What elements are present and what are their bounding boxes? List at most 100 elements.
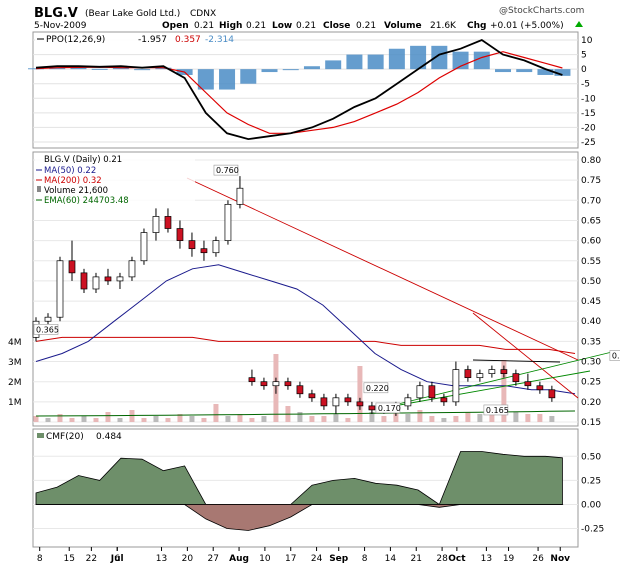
volume-y-tick: 3M xyxy=(8,358,22,368)
volume-bar xyxy=(57,414,63,422)
candle-body xyxy=(176,228,184,241)
ppo-y-tick: 5 xyxy=(581,51,587,61)
ppo-signal-line xyxy=(35,51,563,134)
volume-bar xyxy=(381,416,387,422)
candle-body xyxy=(476,373,484,379)
ppo-histogram-bar xyxy=(282,69,299,71)
volume-bar xyxy=(501,360,507,422)
candle-body xyxy=(416,385,424,399)
price-y-tick: 0.65 xyxy=(581,216,601,226)
candle-body xyxy=(536,385,544,391)
candle-body xyxy=(524,381,532,387)
open-label: Open xyxy=(162,21,189,31)
ma50-line xyxy=(35,264,576,395)
candle-body xyxy=(188,240,196,250)
candle-body xyxy=(140,232,148,262)
candle-body xyxy=(440,397,448,403)
cmf-y-tick: 0.25 xyxy=(581,476,601,486)
volume-bar xyxy=(213,404,219,422)
x-tick-label: 20 xyxy=(182,554,194,564)
chg-label: Chg xyxy=(467,21,486,31)
volume-bar xyxy=(333,414,339,422)
candle-body xyxy=(152,216,160,233)
ppo-y-tick: -10 xyxy=(581,94,596,104)
candle-body xyxy=(212,240,220,254)
x-tick-label: 26 xyxy=(532,554,544,564)
price-y-tick: 0.15 xyxy=(581,418,601,428)
volume-bar xyxy=(153,416,159,422)
up-arrow-icon xyxy=(575,21,583,27)
ma200-line xyxy=(35,336,576,354)
ppo-y-tick: -20 xyxy=(581,123,596,133)
high-label: High xyxy=(219,21,242,31)
x-tick-label: 6 xyxy=(114,554,120,564)
candle-body xyxy=(236,187,244,205)
price-annotation-box xyxy=(33,324,59,335)
x-tick-label: 19 xyxy=(503,554,515,564)
x-tick-label: 28 xyxy=(436,554,448,564)
ppo-histogram-bar xyxy=(325,60,342,70)
x-tick-label: 24 xyxy=(311,554,323,564)
volume-bar xyxy=(453,416,459,422)
volume-bar xyxy=(345,418,351,422)
ppo-histogram-bar xyxy=(112,67,129,70)
price-y-tick: 0.55 xyxy=(581,257,601,267)
volume-bar xyxy=(549,416,555,422)
quote-date: 5-Nov-2009 xyxy=(34,21,87,31)
volume-bar xyxy=(417,410,423,422)
exchange-label: CDNX xyxy=(190,9,216,19)
x-tick-label: Oct xyxy=(448,554,466,564)
candle-body xyxy=(512,373,520,383)
ema60-legend: EMA(60) 244703.48 xyxy=(44,196,129,206)
volume-value: 21.6K xyxy=(430,21,457,31)
price-y-tick: 0.20 xyxy=(581,398,601,408)
chg-value: +0.01 (+5.00%) xyxy=(490,21,564,31)
volume-bar xyxy=(489,410,495,422)
price-annotation-box xyxy=(213,164,239,176)
watermark: @StockCharts.com xyxy=(499,6,584,16)
ppo-y-tick: -15 xyxy=(581,109,596,119)
low-value: 0.21 xyxy=(296,21,316,31)
volume-bar xyxy=(249,418,255,422)
x-tick-label: 21 xyxy=(411,554,422,564)
close-label: Close xyxy=(323,21,350,31)
cmf-y-tick: -0.25 xyxy=(581,525,604,535)
volume-bar xyxy=(81,416,87,422)
cmf-positive-area xyxy=(35,451,563,506)
volume-bar xyxy=(33,416,39,422)
candle-body xyxy=(404,397,412,407)
candle-body xyxy=(356,401,364,407)
price-y-tick: 0.80 xyxy=(581,156,601,166)
price-y-tick: 0.50 xyxy=(581,277,601,287)
candle-body xyxy=(104,276,112,282)
price-y-tick: 0.45 xyxy=(581,297,601,307)
volume-bar xyxy=(369,412,375,422)
volume-bar xyxy=(201,418,207,422)
ppo-histogram-bar xyxy=(410,45,427,70)
candle-body xyxy=(488,369,496,374)
ppo-line xyxy=(35,38,563,141)
candle-body xyxy=(224,203,232,241)
cmf-panel: 0.50 0.25 0.00 -0.25 CMF(20) 0.484 xyxy=(32,428,604,548)
price-y-tick: 0.25 xyxy=(581,378,601,388)
cmf-negative-area xyxy=(35,504,564,531)
volume-bar xyxy=(129,410,135,422)
candle-body xyxy=(80,272,88,290)
ppo-histogram-bar xyxy=(516,69,533,73)
volume-bar xyxy=(309,416,315,422)
candle-body xyxy=(260,381,268,387)
volume-y-tick: 4M xyxy=(8,338,22,348)
volume-bar xyxy=(93,418,99,422)
volume-label: Volume xyxy=(384,21,422,31)
price-annotation: 0.300 xyxy=(612,352,620,361)
company-name: (Bear Lake Gold Ltd.) xyxy=(85,9,180,19)
ppo-histogram-bar xyxy=(219,69,236,90)
price-y-tick: 0.70 xyxy=(581,196,601,206)
ppo-legend-value: -1.957 xyxy=(138,35,167,45)
ppo-panel: 10 5 0 -5 -10 -15 -20 -25 PPO(12,26,9) -1.957 0… xyxy=(28,31,596,149)
price-annotation: 0.170 xyxy=(378,404,401,413)
x-tick-label: Sep xyxy=(329,554,349,564)
volume-bar xyxy=(477,414,483,422)
